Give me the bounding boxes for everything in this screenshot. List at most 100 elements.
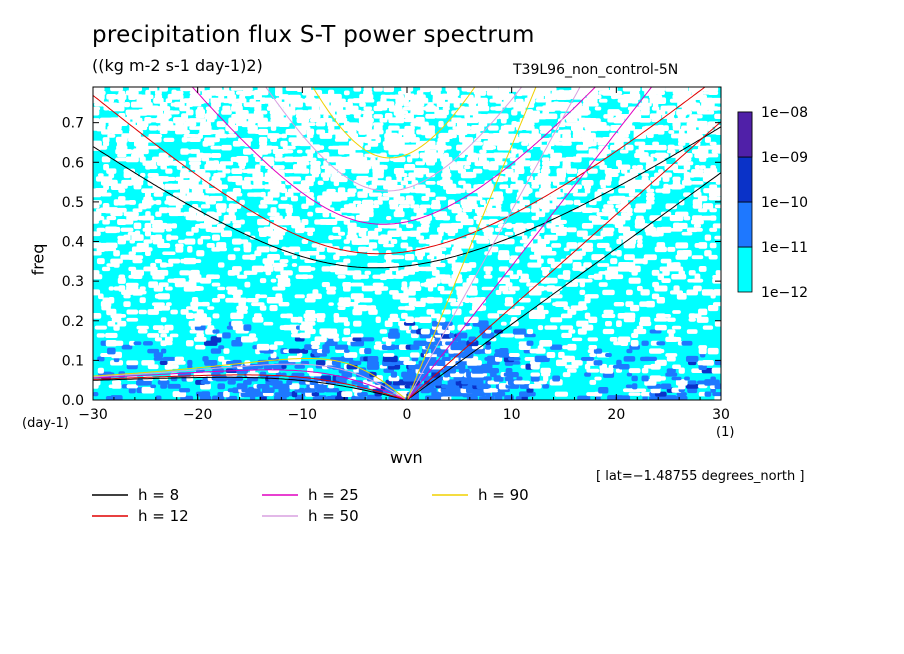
- spectrum-cell: [641, 340, 649, 346]
- spectrum-cell: [105, 242, 118, 249]
- spectrum-cell: [483, 363, 493, 370]
- spectrum-cell: [111, 317, 122, 323]
- spectrum-cell: [495, 207, 502, 214]
- spectrum-cell: [623, 196, 636, 201]
- spectrum-cell: [649, 176, 662, 181]
- spectrum-cell: [308, 293, 322, 300]
- spectrum-cell: [511, 317, 518, 323]
- spectrum-cell: [172, 360, 186, 365]
- spectrum-cell: [669, 290, 684, 295]
- kelvin-curve: [406, 87, 581, 400]
- spectrum-cell: [244, 179, 251, 187]
- y-tick-label: 0.6: [62, 155, 84, 171]
- spectrum-cell: [669, 266, 684, 272]
- spectrum-cell: [599, 179, 607, 186]
- spectrum-cell: [172, 391, 187, 398]
- spectrum-cell: [256, 384, 270, 389]
- spectrum-cell: [596, 242, 610, 249]
- spectrum-cell: [132, 87, 143, 92]
- spectrum-cell: [458, 363, 466, 371]
- spectrum-cell: [410, 204, 420, 209]
- spectrum-cell: [232, 188, 241, 194]
- spectrum-cell: [404, 125, 415, 131]
- spectrum-cell: [126, 384, 138, 389]
- spectrum-cell: [707, 153, 719, 158]
- spectrum-cell: [167, 383, 181, 389]
- spectrum-cell: [144, 97, 151, 104]
- spectrum-cell: [416, 109, 424, 115]
- spectrum-cell: [93, 200, 102, 205]
- spectrum-cell: [390, 371, 398, 378]
- spectrum-cell: [264, 262, 273, 268]
- spectrum-cell: [577, 192, 588, 197]
- spectrum-cell: [398, 137, 411, 143]
- spectrum-cell: [686, 329, 698, 334]
- spectrum-cell: [164, 263, 174, 267]
- spectrum-cell: [479, 392, 486, 397]
- spectrum-cell: [529, 254, 541, 260]
- spectrum-cell: [540, 367, 551, 374]
- spectrum-cell: [437, 285, 445, 292]
- spectrum-cell: [333, 388, 340, 393]
- spectrum-cell: [566, 227, 577, 233]
- spectrum-cell: [290, 195, 299, 202]
- spectrum-cell: [421, 226, 429, 233]
- spectrum-cell: [531, 203, 540, 210]
- spectrum-cell: [317, 145, 325, 150]
- spectrum-cell: [679, 148, 685, 155]
- spectrum-cell: [639, 117, 652, 123]
- spectrum-cell: [588, 148, 597, 155]
- spectrum-cell: [311, 251, 320, 256]
- spectrum-cell: [155, 199, 162, 205]
- spectrum-cell: [572, 262, 582, 269]
- spectrum-cell: [455, 214, 469, 222]
- spectrum-cell: [710, 376, 716, 381]
- spectrum-cell: [415, 102, 425, 107]
- spectrum-cell: [620, 212, 628, 217]
- spectrum-cell: [610, 251, 617, 256]
- spectrum-cell: [482, 183, 494, 190]
- spectrum-cell: [105, 332, 118, 338]
- spectrum-cell: [389, 132, 398, 140]
- spectrum-cell: [335, 156, 348, 162]
- spectrum-cell: [93, 211, 102, 217]
- spectrum-cell: [132, 94, 143, 100]
- spectrum-cell: [656, 242, 666, 249]
- spectrum-cell: [617, 204, 631, 209]
- spectrum-cell: [97, 367, 104, 374]
- spectrum-cell: [154, 133, 163, 138]
- spectrum-cell: [132, 259, 143, 264]
- spectrum-cell: [321, 165, 331, 170]
- rossby-curve: [93, 358, 406, 399]
- spectrum-cell: [328, 89, 335, 97]
- spectrum-cell: [421, 168, 430, 175]
- spectrum-cell: [402, 297, 417, 303]
- spectrum-cell: [188, 157, 202, 162]
- spectrum-cell: [693, 285, 702, 292]
- spectrum-cell: [505, 222, 513, 230]
- spectrum-cell: [491, 391, 506, 397]
- spectrum-cell: [451, 274, 463, 280]
- spectrum-cell: [709, 215, 717, 221]
- spectrum-cell: [589, 379, 597, 385]
- spectrum-cell: [316, 246, 325, 252]
- spectrum-cell: [321, 282, 330, 288]
- spectrum-cell: [232, 359, 242, 366]
- spectrum-cell: [591, 254, 605, 261]
- spectrum-cell: [691, 278, 704, 283]
- spectrum-cell: [247, 386, 258, 394]
- spectrum-cell: [128, 340, 136, 346]
- spectrum-cell: [436, 317, 446, 323]
- spectrum-cell: [645, 196, 655, 201]
- spectrum-cell: [218, 227, 224, 232]
- spectrum-cell: [404, 93, 415, 101]
- spectrum-cell: [586, 368, 600, 373]
- spectrum-cell: [243, 242, 252, 249]
- spectrum-cell: [351, 333, 364, 338]
- spectrum-cell: [97, 356, 105, 362]
- spectrum-cell: [251, 302, 265, 307]
- spectrum-cell: [666, 117, 676, 124]
- spectrum-cell: [437, 347, 445, 355]
- spectrum-cell: [527, 188, 533, 194]
- spectrum-cell: [176, 164, 182, 170]
